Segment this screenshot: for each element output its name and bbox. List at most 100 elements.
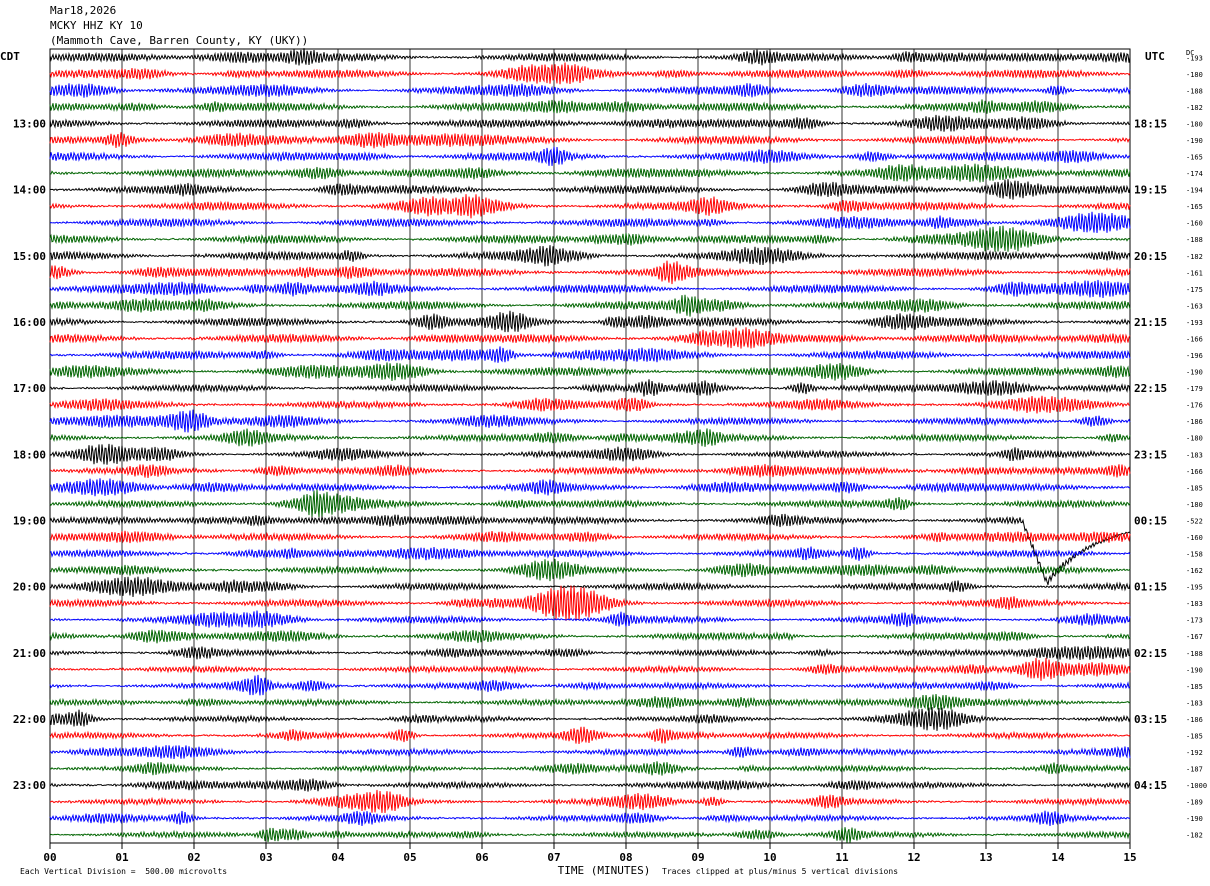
date-label: Mar18,2026 [50,4,117,17]
x-axis-title: TIME (MINUTES) [558,864,651,877]
dc-offset-label: -179 [1186,385,1203,393]
seismic-trace [49,629,1131,644]
dc-offset-label: -160 [1186,220,1203,228]
x-tick-label: 07 [547,851,560,864]
dc-offset-label: -188 [1186,87,1203,95]
seismic-trace [49,558,1131,582]
seismic-trace [49,62,1131,85]
seismic-trace [49,48,1131,66]
left-axis-label: CDT [0,50,20,63]
seismic-trace [49,163,1131,183]
x-tick-label: 01 [115,851,129,864]
grid [49,48,1131,849]
dc-offset-label: -180 [1186,71,1203,79]
seismic-trace [49,395,1131,414]
utc-hour-label: 18:15 [1134,117,1167,130]
dc-offset-label: -162 [1186,567,1203,575]
utc-hour-label: 23:15 [1134,448,1167,461]
cdt-hour-label: 17:00 [13,382,46,395]
clip-note: Traces clipped at plus/minus 5 vertical … [662,867,899,876]
traces [49,48,1131,843]
seismic-trace [49,310,1131,333]
dc-offset-label: -158 [1186,551,1203,559]
utc-hour-label: 19:15 [1134,184,1167,197]
cdt-hour-label: 16:00 [13,316,46,329]
seismic-trace [49,428,1131,447]
seismic-trace [49,789,1131,814]
seismic-trace [49,530,1131,544]
dc-offset-label: -180 [1186,435,1203,443]
dc-offset-label: -190 [1186,815,1203,823]
seismic-trace [49,761,1131,776]
seismic-trace [49,810,1131,827]
dc-offset-label: -196 [1186,352,1203,360]
dc-offset-label: -194 [1186,187,1203,195]
seismic-trace [49,745,1131,759]
dc-offset-label: -174 [1186,170,1203,178]
dc-offset-label: -189 [1186,799,1203,807]
right-axis-label: UTC [1145,50,1165,63]
seismic-trace [49,362,1131,382]
dc-offset-label: -188 [1186,650,1203,658]
x-tick-label: 12 [907,851,920,864]
cdt-hour-label: 21:00 [13,647,46,660]
dc-offset-label: -193 [1186,54,1203,62]
x-tick-label: 14 [1051,851,1065,864]
cdt-hour-label: 19:00 [13,514,46,527]
seismic-trace [49,327,1131,349]
dc-offset-label: -167 [1186,633,1203,641]
dc-offset-label: -161 [1186,269,1203,277]
seismic-trace [49,294,1131,317]
utc-hour-label: 04:15 [1134,779,1167,792]
seismic-trace [49,827,1131,843]
dc-offset-label: -186 [1186,418,1203,426]
seismic-trace [49,260,1131,285]
dc-offset-label: -188 [1186,236,1203,244]
dc-offset-label: -190 [1186,369,1203,377]
dc-offset-label: -166 [1186,335,1203,343]
dc-offset-label: -193 [1186,319,1203,327]
x-tick-label: 06 [475,851,489,864]
dc-offset-label: -192 [1186,749,1203,757]
station-label: MCKY HHZ KY 10 [50,19,143,32]
utc-hour-label: 21:15 [1134,316,1167,329]
seismic-trace [49,674,1131,696]
seismic-trace [49,478,1130,497]
cdt-hour-label: 20:00 [13,581,46,594]
x-tick-label: 02 [187,851,200,864]
seismic-trace [49,443,1131,465]
dc-offset-label: -175 [1186,286,1203,294]
utc-hour-label: 22:15 [1134,382,1167,395]
dc-offset-label: -522 [1186,517,1203,525]
cdt-hour-label: 14:00 [13,184,46,197]
cdt-hour-label: 18:00 [13,448,46,461]
x-tick-label: 00 [43,851,56,864]
seismic-trace [49,778,1131,792]
dc-offset-label: -182 [1186,832,1203,840]
cdt-hour-label: 23:00 [13,779,46,792]
seismic-trace [49,657,1131,681]
dc-offset-label: -1000 [1186,782,1207,790]
cdt-hour-label: 15:00 [13,250,46,263]
utc-hour-label: 20:15 [1134,250,1167,263]
utc-hour-label: 01:15 [1134,581,1167,594]
dc-offset-label: -185 [1186,732,1203,740]
seismic-trace [49,194,1131,219]
seismic-trace [49,211,1131,234]
seismic-trace [49,707,1131,731]
seismic-trace [49,645,1131,661]
seismic-trace [49,463,1131,478]
seismic-trace [49,546,1131,561]
seismic-trace [49,513,1131,586]
seismic-trace [49,99,1131,114]
seismic-trace [49,585,1131,621]
dc-offset-label: -183 [1186,699,1203,707]
seismic-trace [49,131,1131,149]
x-tick-label: 13 [979,851,992,864]
seismic-trace [49,576,1131,598]
dc-offset-label: -182 [1186,253,1203,261]
location-label: (Mammoth Cave, Barren County, KY (UKY)) [50,34,309,47]
dc-offset-label: -187 [1186,766,1203,774]
dc-offset-label: -183 [1186,451,1203,459]
